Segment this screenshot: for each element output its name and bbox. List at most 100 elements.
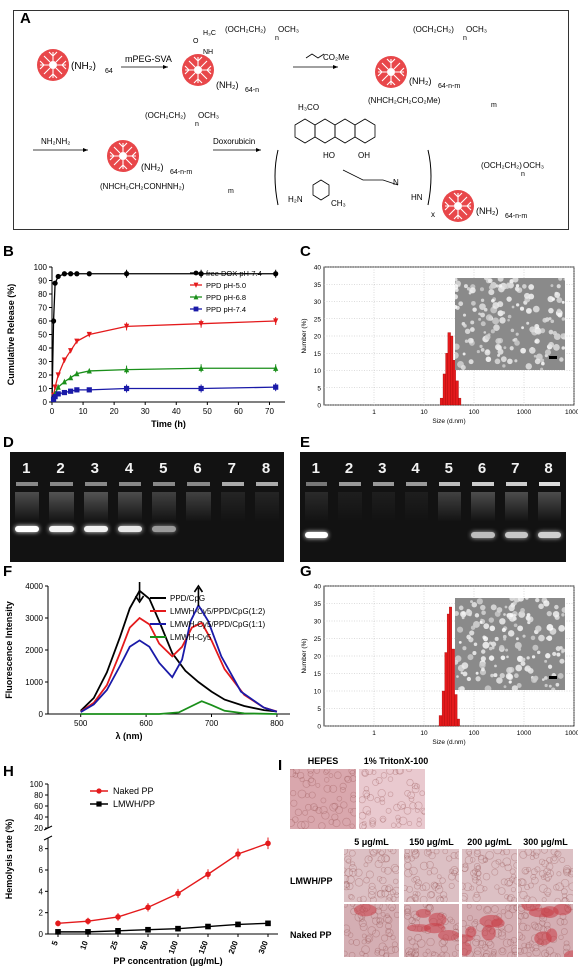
red-blood-cell	[363, 786, 370, 792]
nanoparticle	[545, 653, 551, 659]
red-blood-cell	[348, 894, 355, 901]
gel-smear	[49, 492, 74, 522]
red-blood-cell	[324, 769, 331, 774]
red-blood-cell	[528, 882, 534, 889]
red-blood-cell	[529, 946, 535, 952]
red-blood-cell	[494, 884, 500, 890]
lane-number: 4	[124, 460, 134, 477]
gel-well	[439, 482, 461, 486]
red-blood-cell	[376, 917, 382, 924]
x-tick-label: 100	[167, 939, 180, 955]
red-blood-cell	[406, 885, 414, 893]
red-blood-cell	[408, 938, 416, 945]
tem-texture	[455, 278, 565, 370]
gel-band	[15, 526, 40, 532]
nanoparticle	[462, 646, 467, 651]
nanoparticle	[544, 683, 548, 688]
red-blood-cell	[361, 933, 367, 939]
red-blood-cell	[473, 918, 479, 924]
y-tick-label: 5	[317, 385, 321, 392]
red-blood-cell	[323, 777, 330, 783]
nanoparticle	[455, 351, 459, 359]
nanoparticle	[559, 646, 563, 650]
nanoparticle	[527, 667, 534, 674]
red-blood-cell	[354, 878, 364, 887]
gel-smear	[117, 492, 142, 522]
nanoparticle	[561, 613, 565, 617]
nanoparticle	[512, 601, 517, 606]
red-blood-cell	[376, 917, 384, 925]
nanoparticle	[467, 337, 474, 344]
red-blood-cell	[407, 791, 415, 800]
red-blood-cell	[560, 878, 570, 888]
micrograph-label: 300 μg/mL	[523, 837, 568, 847]
scheme-h2n: H₂N	[288, 195, 303, 204]
red-blood-cell	[463, 882, 473, 892]
red-blood-cell	[407, 953, 415, 957]
red-blood-cell	[344, 867, 347, 873]
red-blood-cell	[491, 950, 497, 956]
nanoparticle	[515, 332, 519, 336]
synthesis-scheme: (NH₂) 64 mPEG-SVA H₃C (OCH₂CH₂) OCH₃ n O…	[33, 25, 544, 223]
red-blood-cell	[465, 849, 473, 855]
red-blood-cell	[385, 807, 392, 814]
red-blood-cell	[290, 819, 295, 827]
cell-texture	[518, 904, 573, 957]
red-blood-cell	[491, 905, 499, 913]
red-blood-cell	[350, 808, 356, 817]
nanoparticle	[458, 605, 464, 611]
data-point	[74, 387, 80, 393]
red-blood-cell	[518, 931, 524, 940]
gel-smear	[220, 492, 245, 522]
red-blood-cell	[320, 797, 327, 804]
red-blood-cell	[363, 792, 370, 799]
nanoparticle	[497, 278, 504, 282]
red-blood-cell	[426, 849, 432, 856]
nanoparticle	[488, 646, 493, 651]
nanoparticle	[503, 637, 507, 641]
red-blood-cell	[469, 857, 476, 863]
red-blood-cell	[404, 908, 411, 916]
nanoparticle	[470, 327, 475, 332]
cell-texture	[359, 769, 425, 829]
data-point	[50, 396, 57, 402]
red-blood-cell	[561, 897, 570, 902]
red-blood-cell	[409, 802, 417, 810]
gel-smear	[254, 492, 279, 522]
gel-well	[50, 482, 73, 486]
scheme-peg-chain: (OCH₂CH₂)	[225, 25, 266, 34]
red-blood-cell	[380, 817, 386, 823]
micrograph-label: 200 μg/mL	[467, 837, 512, 847]
red-blood-cell	[483, 950, 491, 957]
nanoparticle	[469, 630, 475, 636]
nanoparticle	[490, 329, 495, 334]
red-blood-cell	[374, 796, 381, 803]
red-blood-cell	[493, 849, 503, 855]
data-point	[115, 928, 121, 934]
gel-smear	[186, 492, 211, 522]
nanoparticle	[481, 649, 486, 654]
nanoparticle	[530, 346, 534, 350]
red-blood-cell	[503, 849, 511, 856]
lane-number: 5	[159, 460, 168, 477]
nanoparticle	[512, 338, 516, 342]
red-blood-cell	[518, 913, 525, 920]
red-blood-cell	[404, 869, 413, 878]
nanoparticle	[464, 339, 469, 343]
y-tick-label: 40	[34, 813, 43, 822]
red-blood-cell	[451, 951, 458, 957]
nanoparticle	[466, 676, 472, 682]
red-blood-cell	[413, 882, 421, 890]
red-blood-cell	[387, 946, 396, 955]
red-blood-cell	[566, 893, 573, 902]
nanoparticle	[558, 624, 565, 632]
y-tick-label: 2000	[25, 646, 43, 655]
nanoparticle	[551, 687, 556, 690]
red-blood-cell	[393, 911, 399, 918]
data-point	[55, 384, 61, 390]
red-blood-cell	[518, 947, 523, 954]
red-blood-cell	[532, 923, 540, 931]
gel-well	[153, 482, 176, 486]
red-blood-cell	[380, 772, 388, 779]
nanoparticle	[534, 358, 541, 365]
